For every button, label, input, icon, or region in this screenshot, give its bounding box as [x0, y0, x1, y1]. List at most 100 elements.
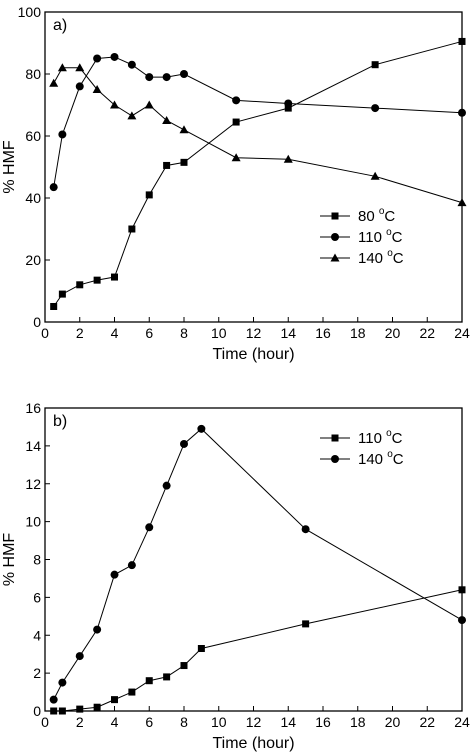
legend-unit: C — [392, 229, 403, 246]
panel-label: b) — [53, 413, 67, 430]
series-square — [50, 586, 466, 715]
data-point — [93, 276, 101, 284]
data-point — [180, 70, 188, 78]
x-tick-label: 16 — [315, 325, 331, 341]
legend-label: 110 oC — [358, 428, 403, 447]
data-point — [162, 116, 172, 124]
data-point — [110, 100, 119, 109]
data-point — [93, 703, 101, 711]
data-point — [145, 677, 153, 685]
series-line — [53, 428, 463, 700]
y-tick-label: 14 — [25, 438, 41, 454]
y-tick-label: 10 — [25, 514, 41, 530]
y-tick-label: 4 — [33, 627, 41, 643]
series-line — [53, 589, 463, 712]
x-tick-label: 2 — [76, 325, 84, 341]
x-tick-label: 0 — [41, 325, 49, 341]
x-tick-label: 20 — [385, 325, 401, 341]
data-point — [93, 625, 102, 634]
y-tick-label: 0 — [33, 703, 41, 719]
data-point — [110, 570, 119, 579]
data-point — [371, 104, 380, 113]
legend-entry: 110 oC — [320, 227, 403, 246]
data-point — [49, 695, 58, 704]
x-tick-label: 22 — [419, 325, 435, 341]
x-tick-label: 0 — [41, 714, 49, 730]
data-point — [58, 678, 67, 687]
y-tick-label: 40 — [25, 190, 41, 206]
x-tick-label: 4 — [111, 714, 119, 730]
data-point — [457, 198, 467, 207]
data-point — [50, 707, 58, 715]
data-point — [458, 586, 466, 594]
data-point — [145, 73, 154, 82]
y-axis-title: % HMF — [1, 533, 18, 587]
data-point — [371, 61, 379, 69]
data-point — [58, 290, 66, 298]
data-point — [458, 108, 466, 117]
legend-degree: o — [386, 227, 392, 238]
x-tick-label: 2 — [76, 714, 84, 730]
legend-label: 110 oC — [358, 227, 403, 246]
x-tick-label: 12 — [246, 325, 262, 341]
legend-temp: 140 — [358, 451, 387, 468]
data-point — [144, 100, 154, 109]
x-tick-label: 10 — [211, 714, 227, 730]
series-circle — [49, 424, 466, 704]
data-point — [75, 82, 84, 91]
legend-label: 140 oC — [358, 248, 404, 267]
data-point — [232, 118, 240, 126]
data-point — [50, 303, 58, 310]
data-point — [49, 183, 58, 192]
data-point — [57, 63, 67, 72]
legend-degree: o — [387, 248, 393, 259]
data-point — [163, 673, 171, 681]
legend-temp: 110 — [358, 229, 386, 246]
x-axis-title: Time (hour) — [212, 735, 294, 752]
legend-unit: C — [393, 250, 404, 267]
legend-temp: 110 — [358, 430, 386, 447]
data-point — [180, 662, 188, 670]
y-tick-label: 0 — [33, 314, 41, 330]
data-point — [76, 705, 84, 713]
legend-entry: 140 oC — [320, 248, 404, 267]
data-point — [284, 99, 293, 108]
legend-unit: C — [384, 208, 395, 225]
legend-marker — [331, 455, 339, 463]
x-tick-label: 12 — [246, 714, 262, 730]
y-tick-label: 20 — [25, 252, 41, 268]
x-tick-label: 6 — [145, 325, 153, 341]
legend-unit: C — [392, 430, 403, 447]
data-point — [49, 78, 59, 87]
x-tick-label: 16 — [315, 714, 331, 730]
data-point — [93, 54, 102, 63]
data-point — [58, 707, 66, 715]
series-line — [53, 67, 463, 204]
y-tick-label: 8 — [33, 552, 41, 568]
data-point — [180, 439, 188, 448]
data-point — [110, 52, 119, 61]
data-point — [128, 688, 136, 696]
data-point — [458, 37, 466, 45]
legend-marker — [331, 233, 339, 241]
data-point — [197, 645, 205, 653]
data-point — [111, 273, 118, 281]
x-tick-label: 24 — [454, 714, 470, 730]
x-tick-label: 8 — [180, 325, 188, 341]
data-point — [145, 191, 153, 199]
series-line — [53, 56, 463, 188]
legend-temp: 80 — [358, 208, 379, 225]
data-point — [162, 481, 171, 490]
x-tick-label: 18 — [350, 714, 366, 730]
data-point — [128, 225, 136, 233]
y-tick-label: 12 — [25, 476, 41, 492]
legend-degree: o — [379, 206, 385, 217]
x-tick-label: 24 — [454, 325, 470, 341]
data-point — [111, 696, 118, 704]
data-point — [179, 125, 189, 134]
series-square — [50, 37, 466, 310]
data-point — [232, 96, 241, 105]
